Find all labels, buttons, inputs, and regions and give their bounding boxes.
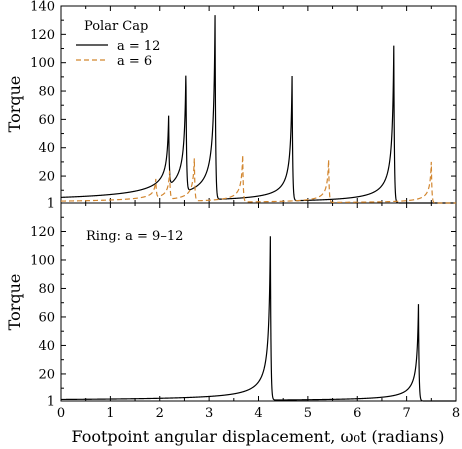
bottom-y-tick-label: 20 (38, 367, 55, 382)
x-tick-label: 0 (57, 406, 65, 421)
bottom-y-axis-label: Torque (5, 274, 24, 331)
top-y-tick-label: 40 (38, 141, 55, 156)
legend: Polar Cap a = 12 a = 6 (76, 19, 160, 69)
ring-annotation: Ring: a = 9–12 (86, 229, 183, 244)
top-y-tick-label: 140 (30, 0, 55, 15)
top-panel-series (60, 15, 456, 204)
x-tick-label: 7 (402, 406, 410, 421)
top-series-line-2 (61, 155, 456, 204)
top-y-tick-label: 1 (47, 197, 55, 212)
top-series-line-1 (60, 15, 456, 204)
bottom-y-tick-label: 40 (38, 339, 55, 354)
bottom-y-tick-label: 1 (47, 395, 55, 410)
legend-label-a6: a = 6 (117, 54, 152, 69)
x-axis-label: Footpoint angular displacement, ω₀t (rad… (71, 427, 444, 446)
top-y-tick-label: 20 (38, 170, 55, 185)
x-tick-label: 1 (106, 406, 114, 421)
x-tick-label: 2 (156, 406, 164, 421)
x-tick-label: 4 (254, 406, 262, 421)
bottom-panel-series (61, 236, 456, 402)
top-y-axis-label: Torque (5, 76, 24, 133)
top-y-tick-label: 100 (30, 56, 55, 71)
x-tick-label: 6 (353, 406, 361, 421)
legend-title: Polar Cap (84, 19, 148, 34)
x-tick-label: 3 (205, 406, 213, 421)
x-tick-label: 8 (452, 406, 460, 421)
bottom-y-tick-label: 80 (38, 282, 55, 297)
bottom-y-tick-label: 60 (38, 310, 55, 325)
top-y-tick-label: 80 (38, 85, 55, 100)
legend-label-a12: a = 12 (117, 39, 160, 54)
top-y-tick-label: 60 (38, 113, 55, 128)
bottom-series-line-1 (61, 236, 456, 402)
bottom-y-tick-label: 120 (30, 225, 55, 240)
bottom-y-tick-label: 100 (30, 253, 55, 268)
top-panel-frame (60, 5, 457, 204)
top-y-tick-label: 120 (30, 28, 55, 43)
x-tick-label: 5 (304, 406, 312, 421)
